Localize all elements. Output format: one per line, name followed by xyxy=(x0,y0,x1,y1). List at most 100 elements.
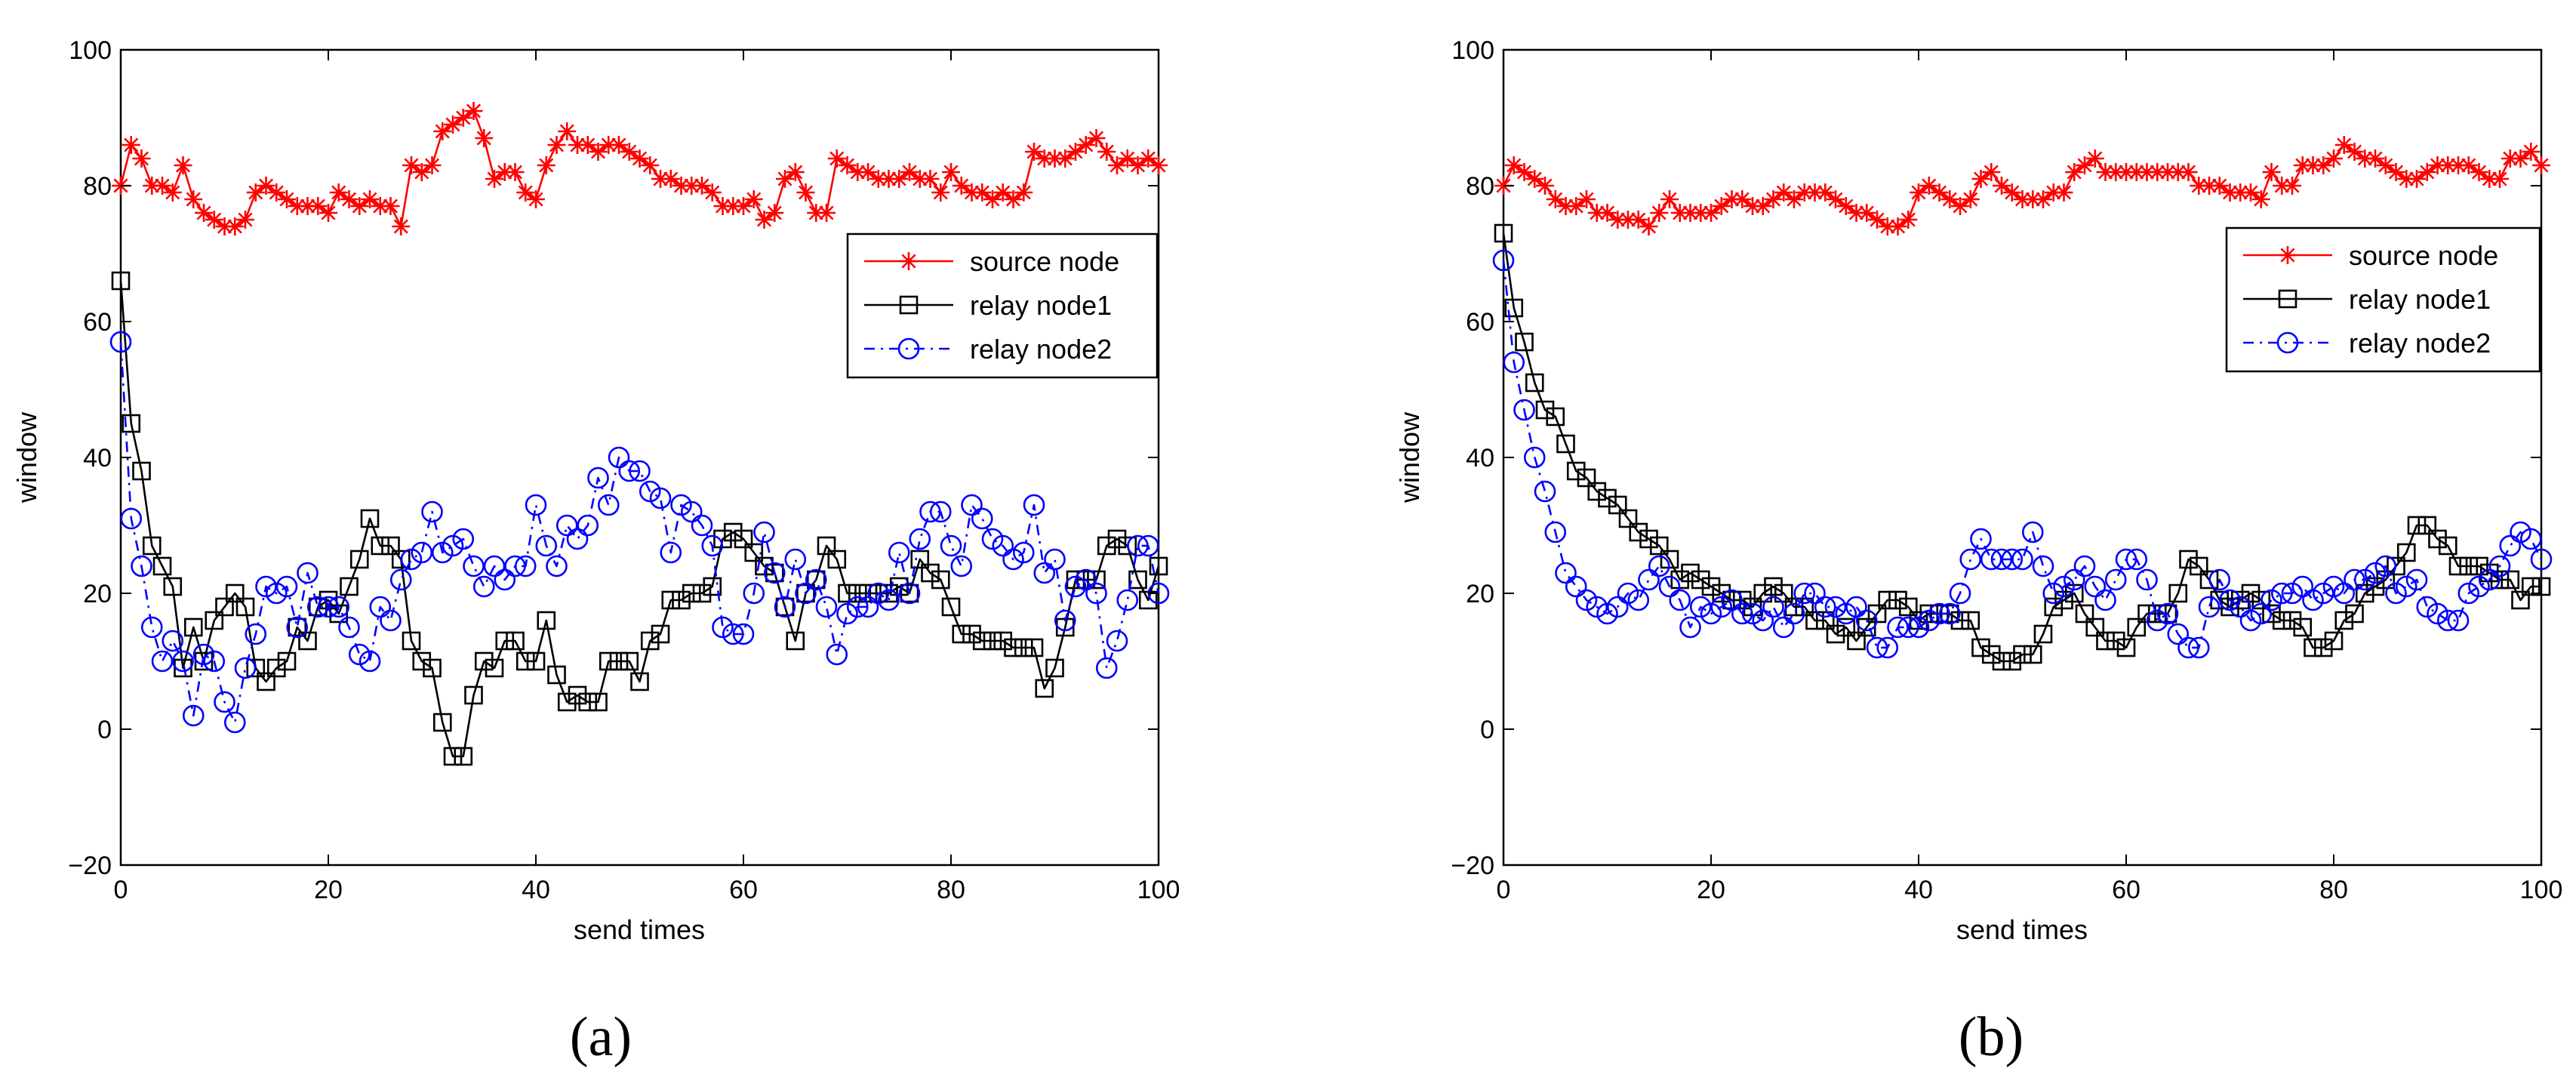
y-tick-label: 60 xyxy=(1466,308,1494,337)
data-point xyxy=(537,611,556,630)
data-point xyxy=(910,550,930,569)
data-point xyxy=(2063,568,2085,591)
y-tick-label: 20 xyxy=(83,580,112,608)
data-point xyxy=(172,650,194,673)
data-point xyxy=(942,163,960,181)
data-point xyxy=(1982,163,2001,181)
data-point xyxy=(1981,645,2001,664)
data-point xyxy=(857,596,879,618)
data-point xyxy=(921,170,940,188)
data-point xyxy=(931,570,950,590)
data-point xyxy=(578,136,597,154)
data-point xyxy=(1608,211,1627,229)
data-point xyxy=(1106,630,1128,652)
data-point xyxy=(2242,183,2260,202)
data-point xyxy=(444,115,462,134)
data-point xyxy=(182,704,205,727)
data-point xyxy=(921,563,940,583)
x-tick-label: 40 xyxy=(1904,876,1933,904)
data-point xyxy=(1056,149,1075,168)
data-point xyxy=(1868,211,1886,229)
data-point xyxy=(1681,563,1700,583)
legend-marker xyxy=(2278,289,2297,309)
data-point xyxy=(992,534,1014,557)
data-point xyxy=(703,577,722,596)
data-point xyxy=(1023,494,1045,516)
data-point xyxy=(1525,373,1544,393)
data-point xyxy=(2033,624,2053,644)
data-point xyxy=(328,596,350,618)
data-point xyxy=(838,156,857,174)
data-point xyxy=(2448,556,2468,576)
data-point xyxy=(2283,177,2301,195)
data-point xyxy=(1044,548,1066,571)
series-line-relay-node1 xyxy=(1502,232,2541,663)
data-point xyxy=(132,149,151,168)
x-tick-label: 40 xyxy=(522,876,550,904)
data-point xyxy=(1565,575,1587,598)
data-point xyxy=(1827,190,1845,208)
data-point xyxy=(474,651,494,671)
legend-marker xyxy=(899,295,919,315)
data-point xyxy=(972,631,992,651)
data-point xyxy=(848,583,867,603)
data-point xyxy=(338,616,360,639)
data-point xyxy=(661,590,681,610)
data-point xyxy=(2177,636,2199,659)
data-point xyxy=(2189,556,2208,576)
data-point xyxy=(838,583,857,603)
data-point xyxy=(412,163,431,181)
data-point xyxy=(142,536,162,556)
data-point xyxy=(514,555,537,577)
data-point xyxy=(661,170,680,188)
data-point xyxy=(732,623,755,645)
data-point xyxy=(2167,623,2190,645)
data-point xyxy=(329,183,348,202)
data-point xyxy=(2436,609,2459,632)
data-point xyxy=(485,658,504,678)
data-point xyxy=(381,536,400,556)
data-point xyxy=(183,617,203,637)
data-point xyxy=(566,528,589,550)
data-point xyxy=(859,163,877,181)
x-tick-label: 20 xyxy=(1697,876,1725,904)
data-point xyxy=(1712,197,1731,215)
data-point xyxy=(2076,156,2094,174)
data-point xyxy=(151,650,174,673)
data-point xyxy=(2210,177,2229,195)
data-point xyxy=(2106,631,2125,651)
data-point xyxy=(950,555,973,577)
data-point xyxy=(2304,638,2322,657)
data-point xyxy=(1992,651,2011,671)
data-point xyxy=(973,183,992,202)
data-point xyxy=(526,651,546,671)
data-point xyxy=(2262,604,2281,624)
data-point xyxy=(2511,590,2530,610)
data-point xyxy=(1638,568,1660,591)
data-point xyxy=(2322,575,2345,598)
data-point xyxy=(2396,543,2416,562)
data-point xyxy=(1691,204,1710,222)
y-tick-label: 80 xyxy=(1466,172,1494,201)
data-point xyxy=(815,596,838,618)
legend-label: relay node1 xyxy=(970,290,1112,321)
data-point xyxy=(836,602,858,625)
data-point xyxy=(2034,190,2052,208)
x-tick-label: 100 xyxy=(2520,876,2563,904)
data-point xyxy=(867,582,890,605)
data-point xyxy=(423,156,442,174)
data-point xyxy=(350,197,369,215)
data-point xyxy=(649,487,672,510)
data-point xyxy=(753,521,775,543)
data-point xyxy=(431,541,454,564)
data-point xyxy=(360,509,380,528)
data-point xyxy=(2407,516,2427,535)
data-point xyxy=(786,631,805,651)
data-point xyxy=(1504,298,1524,318)
data-point xyxy=(2262,163,2281,181)
data-point xyxy=(1149,556,1168,576)
data-point xyxy=(805,568,827,591)
data-point xyxy=(983,190,1002,208)
data-point xyxy=(1128,156,1147,174)
